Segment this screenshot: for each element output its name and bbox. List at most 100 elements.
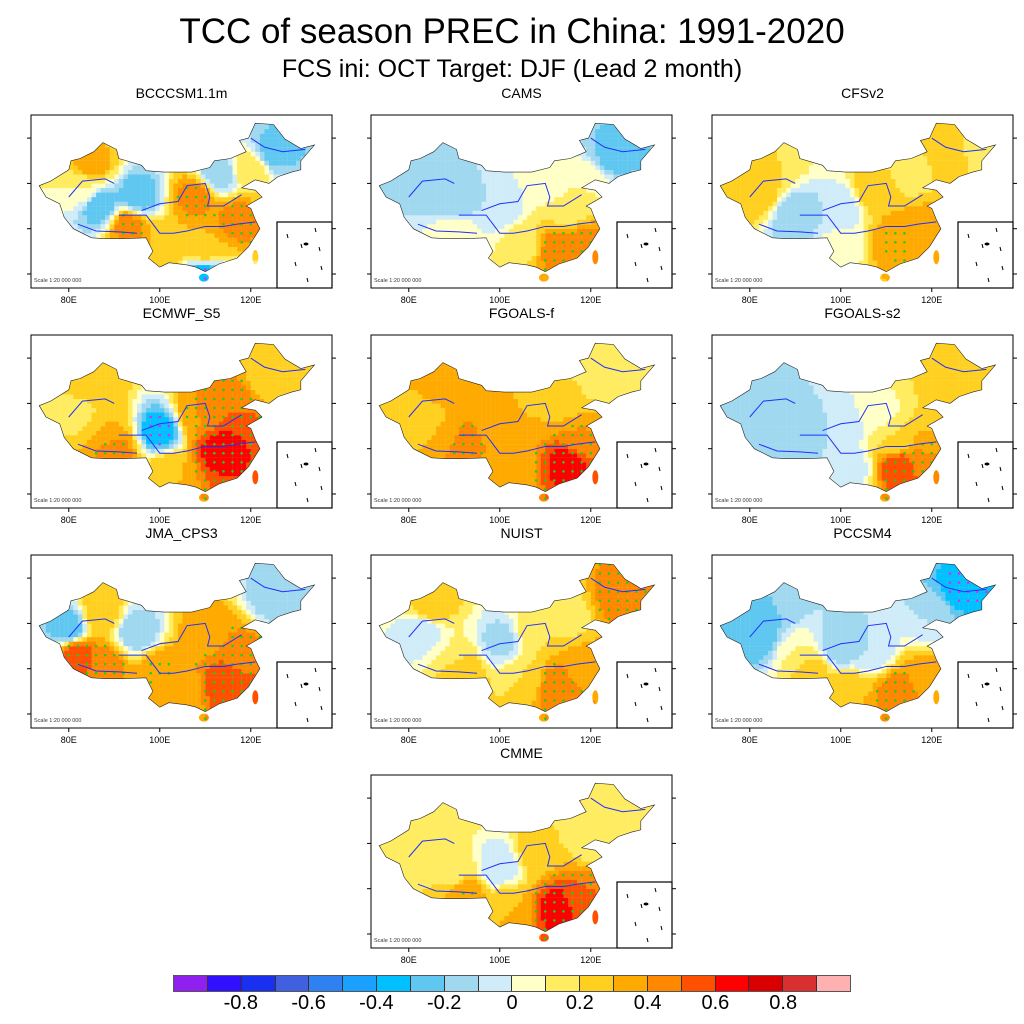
field-cell: [531, 138, 537, 143]
field-cell: [127, 224, 133, 229]
field-cell: [422, 192, 428, 198]
field-cell: [127, 246, 133, 252]
field-cell: [250, 165, 256, 170]
field-cell: [740, 138, 746, 143]
field-cell: [445, 274, 450, 279]
field-cell: [472, 206, 478, 211]
field-cell: [309, 178, 315, 184]
field-cell: [522, 160, 528, 166]
field-cell: [159, 133, 165, 139]
field-cell: [413, 242, 418, 247]
field-cell: [558, 160, 564, 166]
field-cell: [463, 169, 469, 175]
field-cell: [168, 224, 174, 229]
field-cell: [454, 219, 459, 225]
field-cell: [477, 228, 482, 234]
field-cell: [427, 228, 432, 234]
field-cell: [490, 242, 496, 247]
field-cell: [572, 224, 578, 229]
field-cell: [59, 219, 65, 225]
field-cell: [155, 192, 160, 198]
field-cell: [150, 255, 156, 261]
field-cell: [720, 210, 723, 216]
field-cell: [146, 156, 151, 161]
field-cell: [481, 201, 487, 207]
field-cell: [232, 224, 238, 229]
field-cell: [649, 178, 655, 184]
field-cell: [720, 169, 723, 175]
field-cell: [586, 210, 591, 216]
field-cell: [91, 206, 97, 211]
field-cell: [218, 251, 224, 257]
field-cell: [627, 187, 632, 193]
field-cell: [246, 251, 251, 257]
field-cell: [296, 187, 301, 193]
field-cell: [209, 183, 215, 189]
field-cell: [518, 187, 523, 193]
field-cell: [218, 142, 224, 148]
field-cell: [599, 228, 605, 234]
field-cell: [379, 183, 382, 189]
field-cell: [82, 187, 88, 193]
field-cell: [390, 206, 396, 211]
field-cell: [386, 129, 391, 134]
field-cell: [649, 174, 655, 179]
field-cell: [536, 201, 541, 207]
field-cell: [613, 123, 619, 125]
field-cell: [508, 274, 514, 279]
field-cell: [549, 129, 555, 134]
field-cell: [472, 274, 478, 279]
field-cell: [720, 219, 723, 225]
field-cell: [440, 264, 446, 270]
field-cell: [386, 224, 391, 229]
field-cell: [563, 251, 569, 257]
field-cell: [545, 246, 550, 252]
field-cell: [636, 160, 641, 166]
field-cell: [191, 278, 197, 282]
field-cell: [141, 187, 147, 193]
field-cell: [586, 147, 591, 152]
field-cell: [237, 255, 242, 261]
field-cell: [146, 264, 151, 270]
field-cell: [309, 192, 315, 198]
field-cell: [736, 156, 741, 161]
field-cell: [141, 142, 147, 148]
field-cell: [68, 197, 74, 202]
field-cell: [150, 251, 156, 257]
field-cell: [740, 133, 746, 139]
field-cell: [745, 160, 750, 166]
field-cell: [655, 206, 660, 211]
field-cell: [636, 123, 641, 125]
field-cell: [250, 160, 256, 166]
field-cell: [39, 183, 42, 189]
field-cell: [241, 151, 247, 157]
field-cell: [191, 269, 197, 275]
field-cell: [568, 197, 573, 202]
field-cell: [50, 160, 56, 166]
field-cell: [408, 151, 414, 157]
field-cell: [431, 187, 437, 193]
field-cell: [159, 251, 165, 257]
field-cell: [599, 224, 605, 229]
field-cell: [39, 255, 42, 261]
field-cell: [731, 224, 737, 229]
field-cell: [296, 123, 301, 125]
field-cell: [720, 142, 723, 148]
field-cell: [599, 169, 605, 175]
field-cell: [137, 201, 142, 207]
field-cell: [599, 210, 605, 216]
field-cell: [531, 123, 537, 125]
field-cell: [545, 178, 550, 184]
field-cell: [727, 215, 732, 220]
field-cell: [319, 183, 324, 188]
field-cell: [527, 178, 532, 184]
field-cell: [209, 233, 215, 238]
field-cell: [749, 183, 755, 189]
field-cell: [228, 187, 233, 193]
field-cell: [150, 124, 156, 130]
field-cell: [463, 178, 469, 184]
field-cell: [540, 156, 546, 161]
field-cell: [390, 187, 396, 193]
field-cell: [137, 274, 142, 279]
field-cell: [727, 165, 732, 170]
